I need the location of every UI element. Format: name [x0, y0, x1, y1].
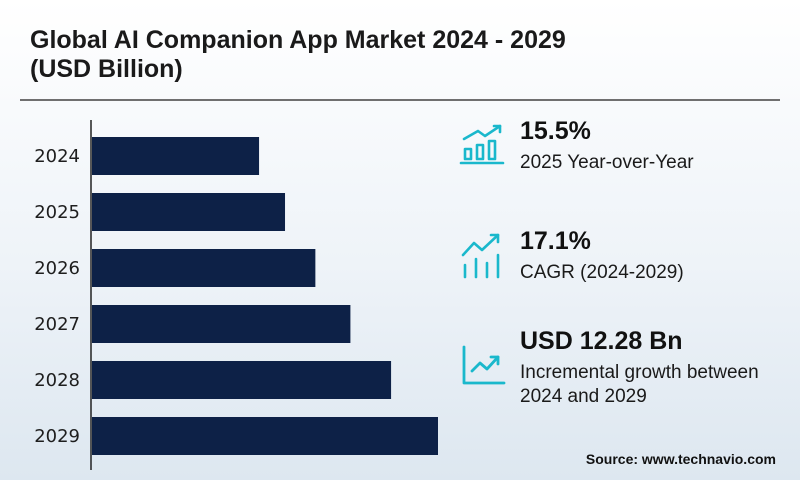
y-tick-label-2025: 2025 [34, 202, 80, 223]
bar-chart: 2024 2025 2026 2027 2028 2029 [34, 120, 438, 470]
stat-cagr-desc: CAGR (2024-2029) [520, 262, 684, 283]
source-note: Source: www.technavio.com [585, 451, 776, 467]
title-line-1: Global AI Companion App Market 2024 - 20… [30, 26, 566, 54]
stat-yoy-desc: 2025 Year-over-Year [520, 152, 694, 173]
chart-title: Global AI Companion App Market 2024 - 20… [30, 26, 730, 84]
y-tick-label-2029: 2029 [34, 426, 80, 447]
title-divider [20, 99, 780, 101]
trend-bars-icon [461, 233, 500, 279]
stat-cagr-value: 17.1% [520, 227, 591, 255]
stat-cagr: 17.1% CAGR (2024-2029) [458, 227, 788, 297]
y-tick-label-2028: 2028 [34, 370, 80, 391]
line-growth-icon [462, 345, 506, 385]
stat-incremental-desc: Incremental growth between 2024 and 2029 [520, 362, 759, 407]
y-tick-label-2026: 2026 [34, 258, 80, 279]
bar-growth-icon [459, 124, 505, 165]
title-line-2: (USD Billion) [30, 55, 183, 83]
bar-2028 [92, 361, 392, 399]
bar-2027 [92, 305, 351, 343]
stat-yoy: 15.5% 2025 Year-over-Year [458, 117, 788, 187]
stat-incremental: USD 12.28 Bn Incremental growth between … [458, 327, 788, 417]
y-tick-label-2027: 2027 [34, 314, 80, 335]
bar-2024 [92, 137, 260, 175]
bar-2029 [92, 417, 438, 455]
y-tick-label-2024: 2024 [34, 146, 80, 167]
stat-incremental-value: USD 12.28 Bn [520, 327, 683, 355]
bar-2026 [92, 249, 316, 287]
stat-yoy-value: 15.5% [520, 117, 591, 145]
bar-2025 [92, 193, 286, 231]
